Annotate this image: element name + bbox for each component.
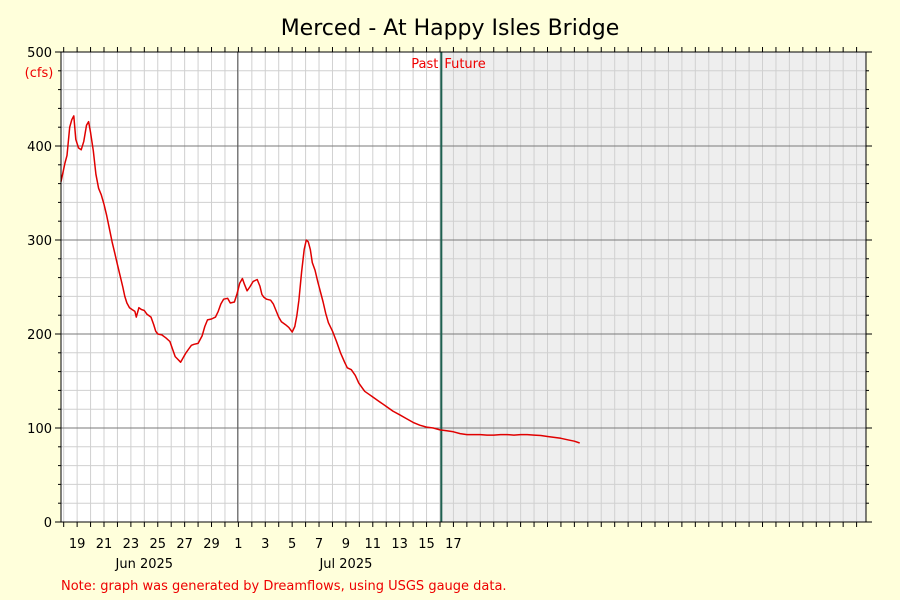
month-label: Jul 2025 [318,557,372,572]
x-tick-label: 29 [203,537,220,552]
y-tick-label: 200 [27,328,52,343]
chart-title: Merced - At Happy Isles Bridge [281,16,620,41]
x-tick-label: 21 [96,537,113,552]
month-label: Jun 2025 [115,557,174,572]
y-tick-label: 300 [27,234,52,249]
x-tick-label: 1 [234,537,242,552]
future-label: Future [444,57,485,72]
x-tick-label: 15 [418,537,435,552]
x-tick-label: 19 [69,537,86,552]
x-tick-label: 25 [149,537,166,552]
future-region [441,52,866,522]
y-tick-label: 0 [44,516,52,531]
x-tick-label: 23 [123,537,140,552]
x-tick-label: 17 [445,537,462,552]
past-label: Past [411,57,438,72]
y-tick-label: 500 [27,46,52,61]
x-tick-label: 11 [365,537,382,552]
y-axis-unit: (cfs) [25,66,54,81]
y-tick-label: 400 [27,140,52,155]
x-tick-label: 5 [288,537,296,552]
y-tick-label: 100 [27,422,52,437]
flow-series-line [60,115,580,444]
x-tick-label: 13 [391,537,408,552]
x-tick-label: 3 [261,537,269,552]
footer-note: Note: graph was generated by Dreamflows,… [61,579,507,594]
x-tick-label: 7 [315,537,323,552]
x-tick-label: 27 [176,537,193,552]
plot-frame [60,51,867,523]
x-tick-label: 9 [342,537,350,552]
